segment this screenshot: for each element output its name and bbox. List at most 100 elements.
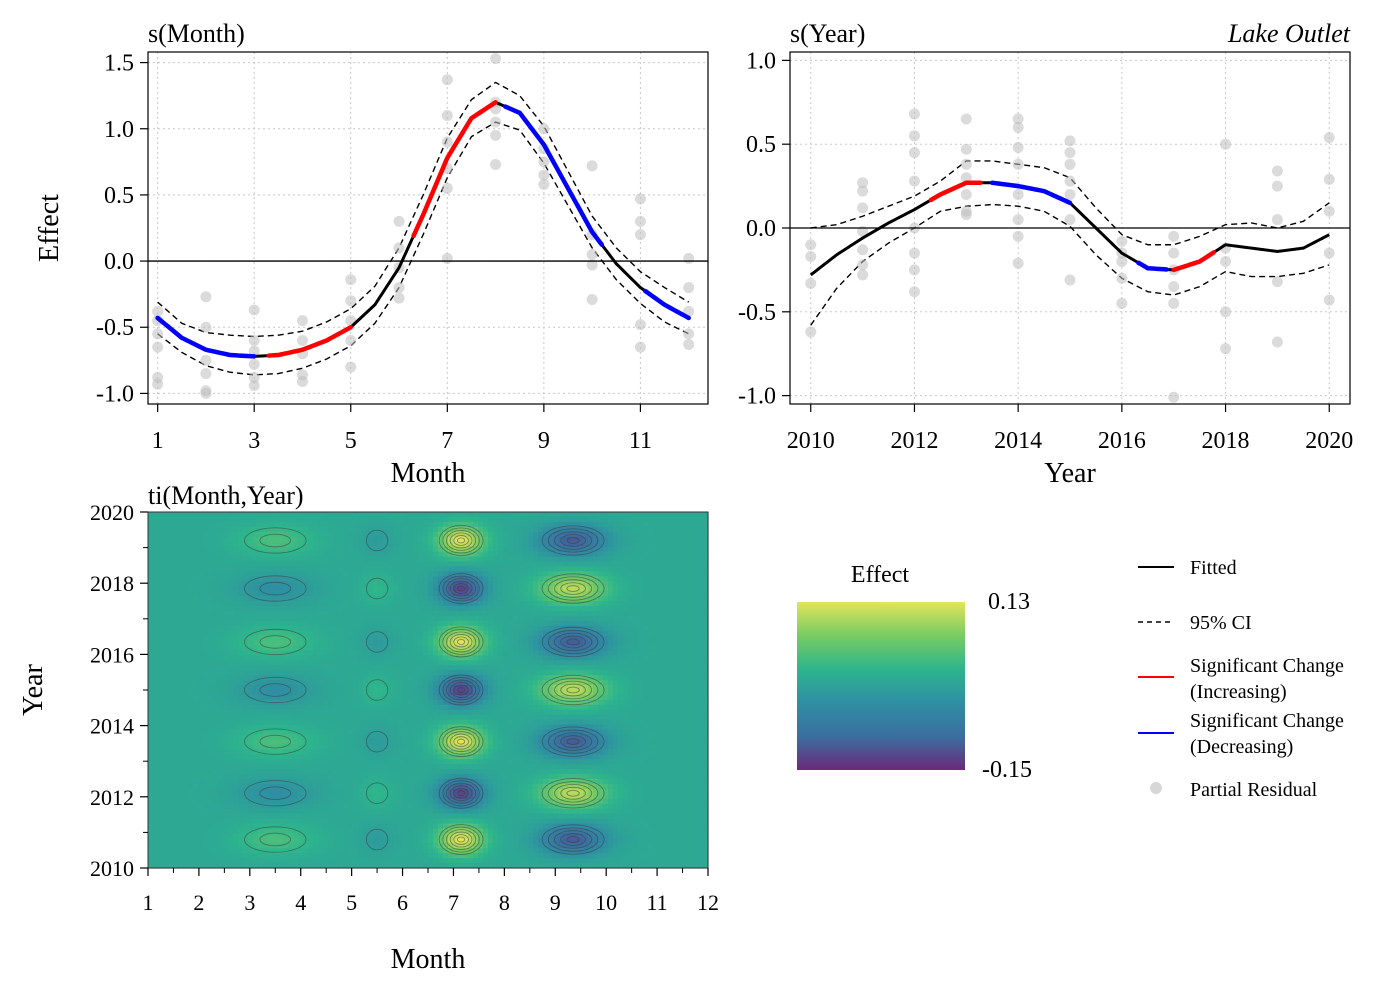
heatmap-cell: [273, 685, 279, 691]
heatmap-cell: [198, 739, 204, 745]
heatmap-cell: [388, 754, 394, 760]
heatmap-cell: [318, 858, 324, 864]
heatmap-cell: [328, 843, 334, 849]
heatmap-cell: [293, 605, 299, 612]
heatmap-cell: [213, 615, 219, 622]
heatmap-cell: [278, 556, 284, 563]
heatmap-cell: [333, 690, 339, 696]
heatmap-cell: [333, 610, 339, 617]
heatmap-cell: [448, 610, 454, 617]
heatmap-cell: [388, 769, 394, 775]
partial-residual-point: [908, 130, 920, 142]
heatmap-cell: [153, 853, 159, 859]
heatmap-cell: [213, 719, 219, 726]
heatmap-cell: [408, 704, 414, 711]
heatmap-cell: [453, 556, 459, 563]
heatmap-cell: [348, 670, 354, 676]
heatmap-cell: [393, 719, 399, 726]
heatmap-cell: [373, 680, 379, 686]
heatmap-cell: [193, 601, 199, 607]
heatmap-cell: [283, 798, 289, 805]
heatmap-cell: [443, 788, 449, 795]
heatmap-cell: [203, 769, 209, 775]
heatmap-cell: [198, 724, 204, 731]
heatmap-cell: [348, 818, 354, 825]
heatmap-cell: [443, 724, 449, 731]
heatmap-cell: [238, 665, 244, 671]
heatmap-cell: [338, 601, 344, 607]
heatmap-cell: [393, 566, 399, 572]
heatmap-cell: [348, 586, 354, 592]
heatmap-cell: [313, 576, 319, 582]
heatmap-cell: [223, 526, 229, 533]
heatmap-cell: [173, 615, 179, 622]
heatmap-cell: [273, 793, 279, 800]
heatmap-cell: [323, 690, 329, 696]
heatmap-cell: [323, 734, 329, 741]
heatmap-cell: [258, 561, 264, 567]
heatmap-cell: [373, 774, 379, 780]
heatmap-cell: [438, 774, 444, 780]
heatmap-cell: [173, 516, 179, 523]
heatmap-cell: [468, 685, 474, 691]
heatmap-cell: [388, 704, 394, 711]
heatmap-cell: [348, 571, 354, 577]
heatmap-cell: [163, 788, 169, 795]
heatmap-cell: [273, 833, 279, 839]
heatmap-cell: [178, 655, 184, 661]
heatmap-cell: [168, 788, 174, 795]
heatmap-cell: [458, 853, 464, 859]
heatmap-cell: [378, 724, 384, 731]
heatmap-cell: [448, 551, 454, 558]
heatmap-cell: [243, 576, 249, 582]
heatmap-cell: [173, 536, 179, 543]
heatmap-cell: [293, 818, 299, 825]
heatmap-cell: [423, 739, 429, 745]
heatmap-cell: [218, 526, 224, 533]
heatmap-cell: [368, 808, 374, 815]
heatmap-cell: [198, 546, 204, 553]
heatmap-cell: [228, 670, 234, 676]
heatmap-cell: [438, 516, 444, 523]
heatmap-cell: [433, 685, 439, 691]
heatmap-cell: [148, 596, 154, 602]
heatmap-cell: [293, 546, 299, 553]
heatmap-cell: [193, 853, 199, 859]
heatmap-cell: [268, 591, 274, 597]
heatmap-cell: [333, 586, 339, 592]
heatmap-cell: [328, 744, 334, 750]
heatmap-cell: [333, 581, 339, 587]
heatmap-cell: [428, 685, 434, 691]
heatmap-cell: [163, 541, 169, 548]
heatmap-cell: [243, 625, 249, 632]
heatmap-cell: [443, 571, 449, 577]
heatmap-cell: [188, 551, 194, 558]
heatmap-cell: [403, 571, 409, 577]
heatmap-cell: [418, 635, 424, 642]
heatmap-cell: [153, 601, 159, 607]
heatmap-cell: [263, 625, 269, 632]
heatmap-cell: [183, 690, 189, 696]
heatmap-cell: [253, 541, 259, 548]
heatmap-cell: [233, 650, 239, 656]
heatmap-cell: [418, 719, 424, 726]
heatmap-cell: [223, 591, 229, 597]
heatmap-cell: [228, 704, 234, 711]
heatmap-cell: [273, 576, 279, 582]
heatmap-cell: [378, 665, 384, 671]
heatmap-cell: [248, 863, 254, 869]
heatmap-cell: [208, 793, 214, 800]
heatmap-cell: [473, 759, 479, 765]
heatmap-cell: [448, 704, 454, 711]
heatmap-cell: [343, 556, 349, 563]
heatmap-cell: [208, 749, 214, 755]
heatmap-cell: [368, 591, 374, 597]
heatmap-cell: [268, 601, 274, 607]
heatmap-cell: [338, 635, 344, 642]
heatmap-cell: [188, 823, 194, 830]
heatmap-cell: [258, 863, 264, 869]
heatmap-cell: [413, 759, 419, 765]
heatmap-cell: [323, 531, 329, 538]
heatmap-cell: [193, 541, 199, 548]
heatmap-cell: [268, 779, 274, 785]
